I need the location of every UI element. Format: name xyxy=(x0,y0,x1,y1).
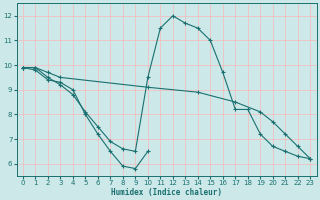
X-axis label: Humidex (Indice chaleur): Humidex (Indice chaleur) xyxy=(111,188,222,197)
